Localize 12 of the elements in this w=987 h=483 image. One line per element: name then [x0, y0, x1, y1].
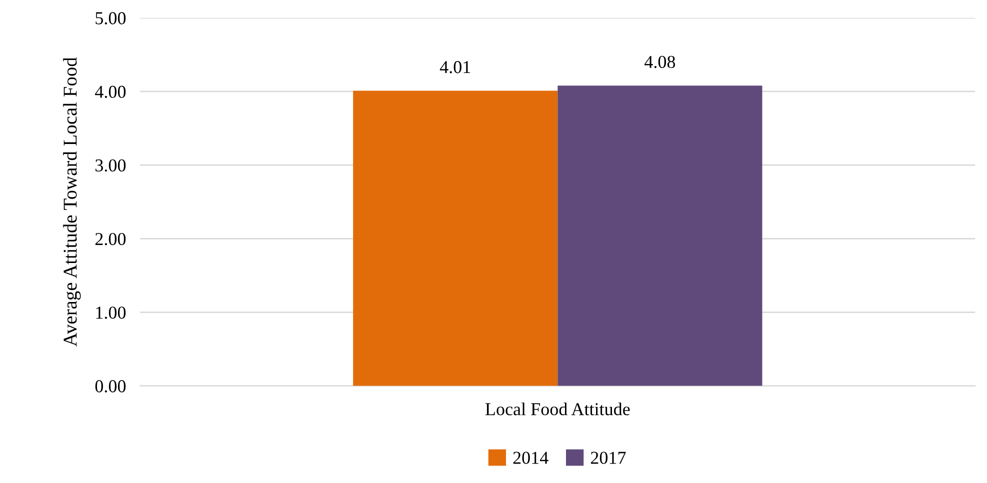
- y-axis-title: Average Attitude Toward Local Food: [63, 57, 81, 346]
- x-tick-label: Local Food Attitude: [485, 402, 630, 416]
- y-tick-label: 5.00: [96, 12, 126, 24]
- y-tick-label: 3.00: [96, 159, 126, 172]
- legend-label: 2014: [513, 452, 548, 464]
- y-tick-label: 1.00: [96, 306, 126, 319]
- y-tick-label: 4.00: [95, 86, 126, 98]
- y-tick-label: 0.00: [95, 380, 126, 392]
- data-label: 4.01: [440, 61, 470, 74]
- data-label: 4.08: [644, 56, 676, 68]
- y-tick-label: 2.00: [95, 232, 126, 246]
- legend-label: 2017: [590, 452, 626, 464]
